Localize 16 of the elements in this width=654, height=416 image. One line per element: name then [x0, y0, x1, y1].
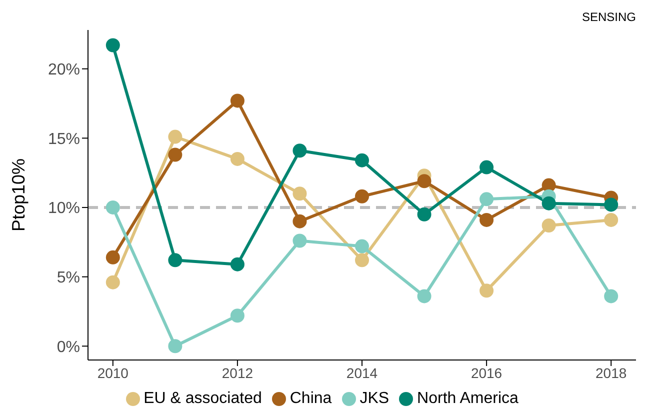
- y-tick-label: 10%: [48, 200, 80, 218]
- chart-title: SENSING: [582, 10, 636, 24]
- y-axis-title: Ptop10%: [8, 158, 28, 232]
- x-tick-label: 2018: [596, 364, 627, 381]
- x-tick-label: 2016: [470, 364, 502, 381]
- legend-label: JKS: [360, 390, 390, 407]
- x-tick-label: 2012: [222, 364, 254, 381]
- y-tick-label: 15%: [48, 130, 80, 148]
- y-tick-label: 5%: [56, 269, 80, 286]
- legend-label: EU & associated: [144, 390, 262, 407]
- y-tick-label: 0%: [56, 338, 80, 356]
- x-tick-label: 2010: [97, 364, 129, 381]
- x-tick-label: 2014: [346, 364, 378, 381]
- y-tick-label: 20%: [48, 62, 80, 79]
- legend-label: North America: [417, 390, 518, 407]
- legend-label: China: [290, 390, 332, 407]
